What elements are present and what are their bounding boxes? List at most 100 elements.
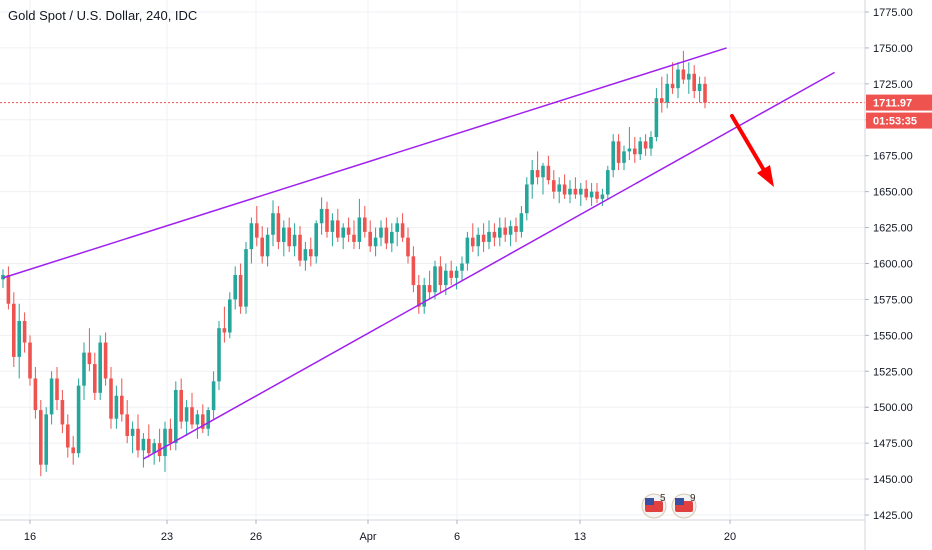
candle-body [584,188,588,198]
candle-body [611,141,615,171]
candle-body [28,342,32,379]
channel-lower-line [143,71,835,460]
candle-body [438,266,443,286]
last-price-badge [866,94,932,111]
candle-body [395,223,399,232]
candle-body [255,223,259,238]
price-tick-label: 1750.00 [873,43,913,55]
candle-body [498,227,502,238]
candle-body [249,223,254,250]
candle-body [703,83,707,103]
candle-body [238,274,243,307]
candle-body [228,299,232,333]
candle-body [427,285,432,293]
candle-body [562,184,567,195]
event-count-label: 9 [690,493,696,504]
candle-body [595,191,599,199]
candle-body [341,227,345,238]
candle-body [487,231,491,242]
price-tick-label: 1500.00 [873,402,913,414]
candle-body [22,320,27,343]
candle-body [643,141,648,149]
candle-body [120,395,124,415]
event-count-label: 5 [660,493,666,504]
candle-body [476,234,480,247]
candle-body [465,237,470,264]
candle-body [179,389,183,422]
candle-body [33,378,38,411]
candle-body [616,141,621,163]
candle-body [87,352,92,365]
candle-body [519,213,524,232]
candle-body [660,98,664,103]
candle-body [314,223,318,257]
candle-body [287,227,291,247]
candle-body [444,270,448,286]
price-tick-label: 1600.00 [873,259,913,271]
candle-body [460,263,464,271]
candle-body [568,188,572,195]
time-tick-label: 13 [574,531,586,543]
candle-body [390,231,394,244]
candle-body [400,223,405,238]
last-price-label: 1711.97 [873,98,912,110]
candle-body [352,234,356,242]
candle-body [82,352,86,386]
flag-canton [675,498,684,505]
candle-body [76,385,81,454]
candle-body [12,303,16,357]
candle-body [514,226,518,232]
candle-body [282,227,286,242]
chart-title: Gold Spot / U.S. Dollar, 240, IDC [8,8,198,23]
candle-body [201,414,205,429]
us-flag-event-icon: 5 [641,493,667,519]
price-tick-label: 1575.00 [873,294,913,306]
candle-body [184,407,189,422]
time-tick-label: 26 [250,531,262,543]
time-tick-label: 23 [161,531,173,543]
candle-body [665,83,669,103]
candle-body [681,69,686,80]
candle-body [98,342,102,393]
candle-body [330,220,335,232]
downtrend-arrow-head [757,165,774,187]
candle-body [449,270,453,278]
candle-body [373,237,378,247]
price-tick-label: 1525.00 [873,366,913,378]
time-tick-label: Apr [359,531,376,543]
candle-body [579,188,583,195]
candle-body [60,400,65,425]
candle-body [573,188,578,195]
candle-body [368,231,372,247]
price-tick-label: 1775.00 [873,7,913,19]
candle-body [471,237,475,247]
us-flag-event-icon: 9 [671,493,697,519]
countdown-label: 01:53:35 [873,116,917,128]
candle-body [541,165,545,178]
candle-body [168,428,173,444]
candle-body [336,220,340,238]
candle-body [195,414,200,425]
candle-body [298,234,302,261]
candle-body [233,274,237,300]
candle-body [222,328,227,333]
candle-body [319,208,324,224]
candle-body [152,443,156,454]
candle-body [670,83,675,89]
candle-body [411,256,416,286]
price-tick-label: 1675.00 [873,151,913,163]
candle-body [346,227,351,235]
candle-body [417,285,421,307]
candle-body [503,227,507,235]
candle-body [557,184,561,192]
price-tick-label: 1550.00 [873,330,913,342]
candle-body [379,227,383,238]
flag-canton [645,498,654,505]
candle-body [309,249,313,257]
downtrend-arrow-shaft [730,114,767,174]
candle-body [17,320,21,357]
candle-body [589,191,594,198]
candle-body [433,266,437,293]
